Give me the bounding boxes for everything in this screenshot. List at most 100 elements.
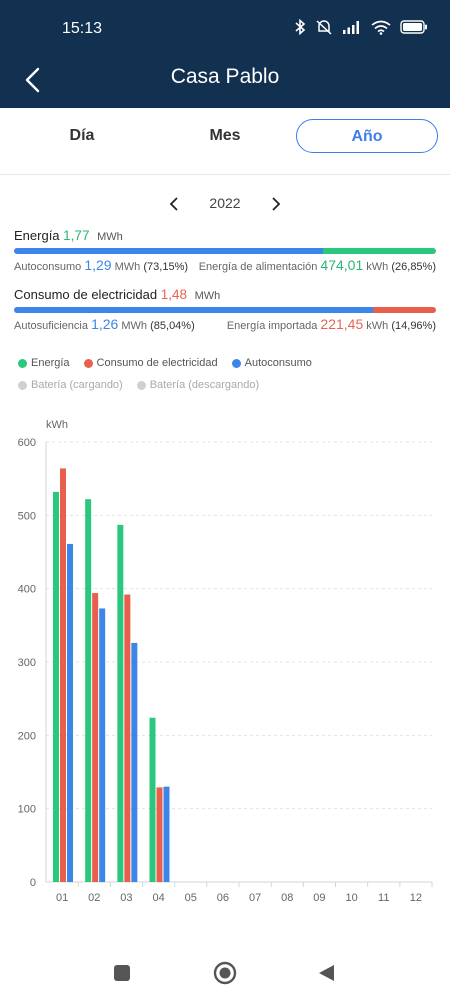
consumption-title: Consumo de electricidad 1,48 MWh bbox=[14, 287, 436, 302]
tab-mes[interactable]: Mes bbox=[209, 127, 241, 144]
chart-legend: Energía Consumo de electricidad Autocons… bbox=[18, 352, 438, 396]
tab-ano[interactable]: Año bbox=[296, 119, 438, 153]
energy-label: Energía bbox=[14, 228, 60, 243]
self-sufficiency-value: 1,26 bbox=[91, 316, 119, 332]
consumption-summary: Consumo de electricidad 1,48 MWh Autosuf… bbox=[14, 287, 436, 334]
x-tick-label: 01 bbox=[56, 892, 68, 904]
x-tick-label: 06 bbox=[217, 892, 229, 904]
x-tick-label: 07 bbox=[249, 892, 261, 904]
status-icons bbox=[294, 19, 428, 35]
bar-autoconsumo bbox=[131, 642, 138, 882]
period-tabs: Día Mes Año bbox=[0, 108, 450, 175]
signal-icon bbox=[342, 20, 362, 34]
energy-progress-bar bbox=[14, 248, 436, 254]
next-year-button[interactable] bbox=[270, 196, 282, 217]
wifi-icon bbox=[371, 20, 391, 35]
self-consumption-pct: (73,15%) bbox=[143, 261, 189, 273]
bar-energia bbox=[53, 491, 59, 882]
x-tick-label: 09 bbox=[313, 892, 325, 904]
bar-energia bbox=[149, 717, 156, 882]
app-header: Casa Pablo bbox=[0, 58, 450, 108]
legend-item-bateria-cargando[interactable]: Batería (cargando) bbox=[18, 379, 123, 391]
x-tick-label: 02 bbox=[88, 892, 100, 904]
x-tick-label: 11 bbox=[378, 892, 389, 904]
bar-autoconsumo bbox=[99, 608, 106, 882]
consumption-self-segment bbox=[14, 307, 373, 313]
energy-value: 1,77 bbox=[63, 228, 90, 243]
y-tick-label: 200 bbox=[18, 730, 36, 742]
x-tick-label: 05 bbox=[185, 892, 197, 904]
legend-label: Consumo de electricidad bbox=[96, 357, 218, 369]
consumption-value: 1,48 bbox=[160, 287, 187, 302]
consumption-breakdown: Autosuficiencia 1,26 MWh (85,04%) Energí… bbox=[14, 316, 436, 334]
y-axis-label: kWh bbox=[46, 419, 68, 431]
legend-dot bbox=[83, 358, 93, 368]
legend-dot bbox=[18, 380, 27, 390]
home-icon bbox=[213, 961, 237, 985]
status-time: 15:13 bbox=[62, 20, 103, 37]
imported-energy-label: Energía importada bbox=[226, 320, 318, 332]
consumption-progress-bar bbox=[14, 307, 436, 313]
imported-energy-unit: kWh bbox=[366, 320, 389, 332]
battery-icon bbox=[400, 20, 428, 34]
bar-chart: kWh 0 100 200 300 400 500 600 01 02 03 04 05 06 07 08 09… bbox=[18, 419, 433, 904]
consumption-unit: MWh bbox=[194, 290, 221, 302]
recents-icon bbox=[114, 965, 130, 981]
y-tick-label: 0 bbox=[30, 877, 36, 889]
x-tick-label: 08 bbox=[281, 892, 293, 904]
self-sufficiency-unit: MWh bbox=[121, 320, 148, 332]
y-tick-label: 600 bbox=[18, 437, 36, 449]
legend-label: Energía bbox=[31, 357, 70, 369]
legend-item-energia[interactable]: Energía bbox=[18, 357, 70, 369]
self-consumption-value: 1,29 bbox=[84, 257, 112, 273]
system-nav-bar bbox=[0, 946, 450, 1000]
y-tick-label: 400 bbox=[18, 584, 36, 596]
imported-energy-value: 221,45 bbox=[320, 316, 364, 332]
y-tick-label: 500 bbox=[18, 510, 36, 522]
x-tick-label: 10 bbox=[345, 892, 357, 904]
home-button[interactable] bbox=[213, 961, 237, 990]
chevron-right-icon bbox=[272, 197, 281, 211]
tab-dia[interactable]: Día bbox=[69, 127, 95, 144]
bar-autoconsumo bbox=[163, 786, 170, 882]
imported-energy-pct: (14,96%) bbox=[391, 320, 436, 332]
y-tick-label: 300 bbox=[18, 657, 36, 669]
prev-year-button[interactable] bbox=[168, 196, 180, 217]
x-tick-label: 04 bbox=[152, 892, 164, 904]
legend-dot bbox=[231, 358, 241, 368]
bar-energia bbox=[117, 524, 124, 882]
legend-dot bbox=[18, 358, 27, 368]
legend-label: Batería (descargando) bbox=[149, 379, 260, 391]
back-nav-icon bbox=[319, 965, 334, 981]
feed-in-label: Energía de alimentación bbox=[198, 261, 318, 273]
energy-summary: Energía 1,77 MWh Autoconsumo 1,29 MWh (7… bbox=[14, 228, 436, 275]
chevron-left-icon bbox=[169, 197, 178, 211]
bar-consumo bbox=[124, 594, 131, 882]
bar-energia bbox=[85, 499, 92, 882]
legend-dot bbox=[136, 380, 146, 390]
consumption-label: Consumo de electricidad bbox=[14, 287, 158, 302]
back-nav-button[interactable] bbox=[317, 963, 337, 988]
x-tick-label: 12 bbox=[410, 892, 422, 904]
bar-consumo bbox=[92, 593, 99, 882]
self-consumption-unit: MWh bbox=[114, 261, 141, 273]
energy-feed-segment bbox=[323, 248, 436, 254]
status-bar: 15:13 bbox=[0, 0, 450, 58]
back-icon bbox=[25, 67, 40, 93]
feed-in-unit: kWh bbox=[366, 261, 389, 273]
recents-button[interactable] bbox=[113, 964, 131, 987]
y-tick-label: 100 bbox=[18, 804, 36, 816]
legend-item-autoconsumo[interactable]: Autoconsumo bbox=[231, 357, 312, 369]
self-sufficiency-pct: (85,04%) bbox=[150, 320, 195, 332]
page-title: Casa Pablo bbox=[170, 65, 280, 88]
legend-item-bateria-descargando[interactable]: Batería (descargando) bbox=[136, 379, 260, 391]
bar-consumo bbox=[60, 468, 66, 882]
legend-item-consumo[interactable]: Consumo de electricidad bbox=[83, 357, 218, 369]
legend-label: Autoconsumo bbox=[244, 357, 312, 369]
back-button[interactable] bbox=[20, 63, 50, 97]
mute-icon bbox=[315, 19, 333, 35]
energy-title: Energía 1,77 MWh bbox=[14, 228, 436, 243]
consumption-import-segment bbox=[373, 307, 436, 313]
x-tick-label: 03 bbox=[120, 892, 132, 904]
legend-label: Batería (cargando) bbox=[31, 379, 123, 391]
